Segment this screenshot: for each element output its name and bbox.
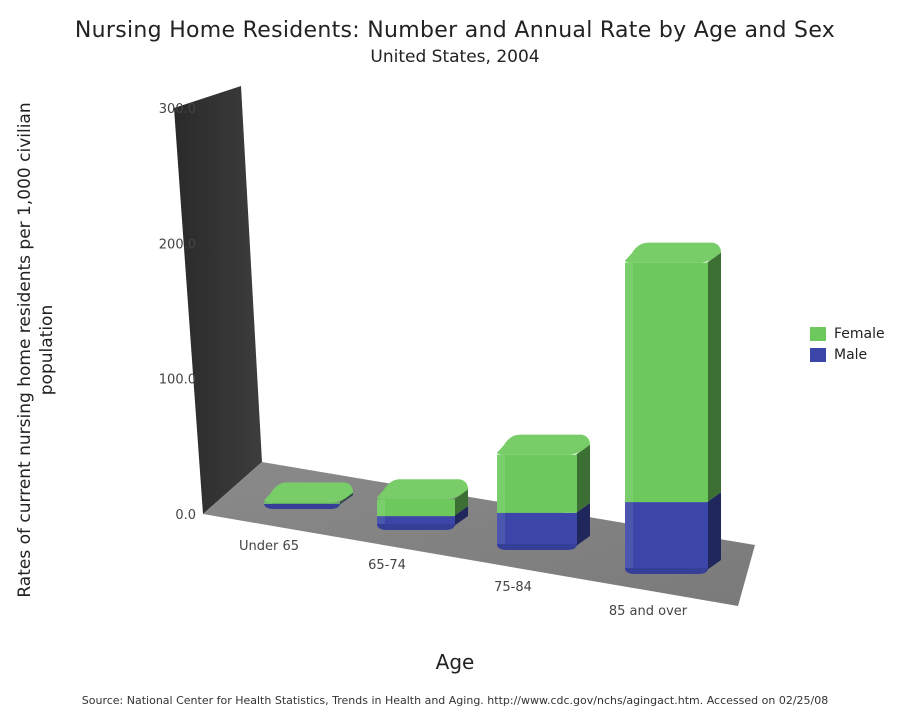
bar-female-65-74 <box>377 479 468 517</box>
source-note: Source: National Center for Health Stati… <box>81 694 829 707</box>
chart-subtitle: United States, 2004 <box>370 47 540 67</box>
legend-item-female: Female <box>810 323 885 344</box>
bar-male-65-74 <box>377 506 468 530</box>
back-wall <box>174 86 262 514</box>
x-tick-label: 75-84 <box>494 580 532 595</box>
y-tick-label: 100.0 <box>159 373 196 388</box>
legend: Female Male <box>810 323 885 365</box>
y-tick-label: 300.0 <box>159 102 196 117</box>
x-axis-label: Age <box>435 650 475 674</box>
chart-title: Nursing Home Residents: Number and Annua… <box>74 18 836 43</box>
legend-item-male: Male <box>810 344 885 365</box>
x-tick-label: Under 65 <box>239 539 299 554</box>
x-tick-label: 65-74 <box>368 558 406 573</box>
bar-female-85-and-over <box>625 242 721 503</box>
legend-label-male: Male <box>834 346 868 363</box>
bar-male-85-and-over <box>625 492 721 574</box>
bar-female-75-84 <box>497 434 590 513</box>
x-tick-label: 85 and over <box>609 604 688 619</box>
y-axis-label: Rates of current nursing home residents … <box>15 102 57 598</box>
bar-female-under-65 <box>264 482 353 504</box>
legend-swatch-female <box>810 326 826 341</box>
y-tick-label: 0.0 <box>175 508 196 523</box>
y-tick-label: 200.0 <box>159 237 196 252</box>
y-axis-label-wrap: Rates of current nursing home residents … <box>14 100 58 600</box>
bar-male-under-65 <box>264 493 353 509</box>
legend-label-female: Female <box>834 325 885 342</box>
bar-male-75-84 <box>497 502 590 550</box>
legend-swatch-male <box>810 347 826 362</box>
